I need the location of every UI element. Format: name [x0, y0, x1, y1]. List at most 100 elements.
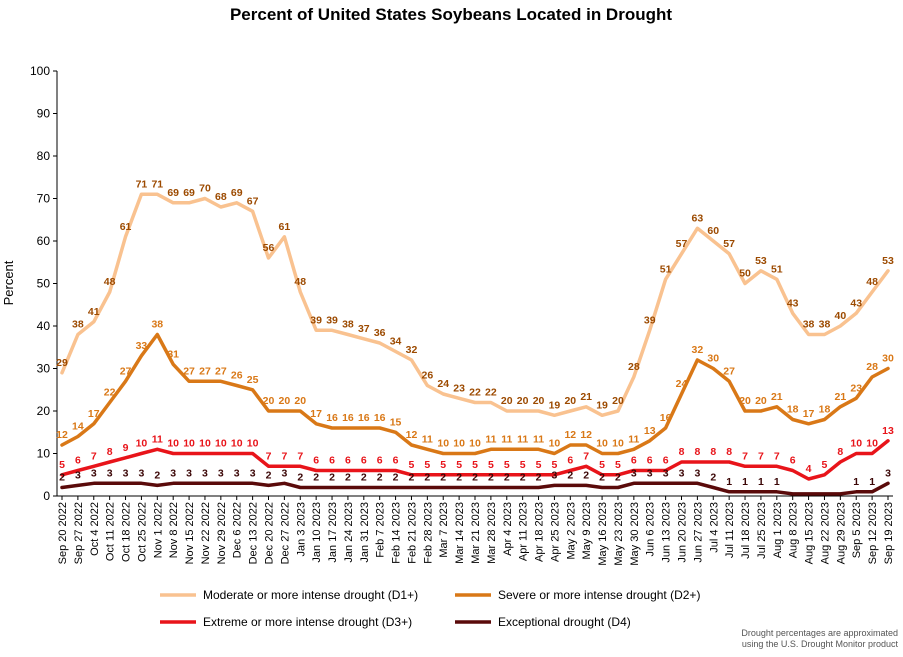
data-label: 17 — [88, 408, 100, 420]
data-label: 7 — [583, 450, 589, 462]
data-label: 32 — [406, 344, 418, 356]
data-label: 60 — [707, 225, 719, 237]
data-label: 2 — [520, 472, 526, 484]
data-label: 10 — [453, 438, 465, 450]
data-label: 2 — [313, 472, 319, 484]
x-tick-label: Jul 18 2023 — [740, 502, 752, 559]
x-tick-label: Feb 14 2023 — [391, 502, 403, 564]
x-tick-label: Aug 1 2023 — [772, 502, 784, 558]
data-label: 28 — [866, 361, 878, 373]
data-label: 12 — [580, 429, 592, 441]
data-label: 17 — [310, 408, 322, 420]
data-label: 6 — [313, 455, 319, 467]
data-label: 68 — [215, 191, 227, 203]
data-label: 1 — [853, 476, 859, 488]
x-tick-label: Mar 14 2023 — [454, 502, 466, 564]
data-label: 30 — [707, 353, 719, 365]
data-label: 6 — [345, 455, 351, 467]
data-label: 10 — [247, 438, 259, 450]
data-label: 17 — [803, 408, 815, 420]
x-tick-label: Mar 21 2023 — [470, 502, 482, 564]
data-label: 20 — [755, 395, 767, 407]
data-label: 41 — [88, 306, 100, 318]
series-line-4 — [60, 481, 890, 496]
series-line-2 — [60, 332, 890, 456]
data-label: 31 — [167, 348, 179, 360]
data-label: 32 — [692, 344, 704, 356]
data-label: 38 — [72, 319, 84, 331]
data-label: 25 — [247, 374, 259, 386]
y-axis: 0 10 20 30 40 50 60 70 80 90 100 — [30, 64, 58, 503]
data-label: 27 — [183, 365, 195, 377]
x-tick-label: Dec 27 2022 — [279, 502, 291, 564]
x-tick-label: May 9 2023 — [581, 502, 593, 559]
data-label: 8 — [710, 446, 716, 458]
data-label: 12 — [406, 429, 418, 441]
data-label: 21 — [580, 391, 592, 403]
data-label: 3 — [281, 467, 287, 479]
y-tick-label: 70 — [37, 192, 51, 206]
data-label: 5 — [536, 459, 542, 471]
data-label: 37 — [358, 323, 370, 335]
x-tick-label: Nov 22 2022 — [200, 502, 212, 564]
data-label: 10 — [612, 438, 624, 450]
x-tick-label: Apr 4 2023 — [502, 502, 514, 556]
x-tick-label: Sep 19 2023 — [883, 502, 895, 564]
data-label: 3 — [234, 467, 240, 479]
x-tick-label: Dec 13 2022 — [248, 502, 260, 564]
data-label: 39 — [326, 314, 338, 326]
data-label: 12 — [564, 429, 576, 441]
x-tick-label: Aug 22 2023 — [819, 502, 831, 564]
y-tick-label: 30 — [37, 362, 51, 376]
x-tick-label: May 16 2023 — [597, 502, 609, 566]
data-label: 1 — [774, 476, 780, 488]
data-label: 18 — [819, 404, 831, 416]
data-label: 38 — [342, 319, 354, 331]
data-label: 2 — [599, 472, 605, 484]
data-label: 36 — [374, 327, 386, 339]
data-label: 53 — [882, 255, 894, 267]
legend-item-3: Extreme or more intense drought (D3+) — [160, 615, 412, 629]
x-tick-label: Nov 8 2022 — [168, 502, 180, 558]
data-label: 1 — [742, 476, 748, 488]
data-label: 48 — [294, 276, 306, 288]
note-line: Drought percentages are approximated — [741, 628, 898, 638]
data-label: 6 — [361, 455, 367, 467]
data-label: 6 — [329, 455, 335, 467]
data-label: 5 — [456, 459, 462, 471]
data-label: 7 — [297, 450, 303, 462]
data-label: 5 — [520, 459, 526, 471]
data-label: 11 — [152, 433, 163, 445]
data-label: 71 — [151, 178, 163, 190]
x-tick-label: Apr 25 2023 — [549, 502, 561, 562]
data-label: 5 — [504, 459, 510, 471]
data-label: 20 — [263, 395, 275, 407]
data-label: 16 — [660, 412, 672, 424]
y-tick-label: 80 — [37, 149, 51, 163]
y-tick-label: 10 — [37, 447, 51, 461]
y-tick-label: 100 — [30, 64, 50, 78]
data-label: 22 — [485, 387, 497, 399]
data-label: 11 — [533, 433, 544, 445]
data-label: 7 — [266, 450, 272, 462]
data-label: 22 — [104, 387, 116, 399]
x-tick-label: Dec 20 2022 — [264, 502, 276, 564]
data-label: 2 — [345, 472, 351, 484]
data-label: 71 — [136, 178, 148, 190]
legend-item-2: Severe or more intense drought (D2+) — [455, 588, 700, 602]
data-label: 6 — [647, 455, 653, 467]
data-label: 19 — [596, 399, 608, 411]
data-label: 2 — [154, 469, 160, 481]
data-label: 20 — [517, 395, 529, 407]
data-label: 38 — [803, 319, 815, 331]
data-label: 12 — [56, 429, 68, 441]
data-label: 69 — [231, 187, 243, 199]
data-label: 10 — [549, 438, 561, 450]
x-tick-label: Feb 28 2023 — [422, 502, 434, 564]
x-tick-label: Aug 29 2023 — [835, 502, 847, 564]
data-label: 3 — [218, 467, 224, 479]
x-tick-label: May 30 2023 — [629, 502, 641, 566]
data-label: 29 — [56, 357, 68, 369]
data-label: 1 — [869, 476, 875, 488]
legend-label: Extreme or more intense drought (D3+) — [203, 615, 412, 629]
